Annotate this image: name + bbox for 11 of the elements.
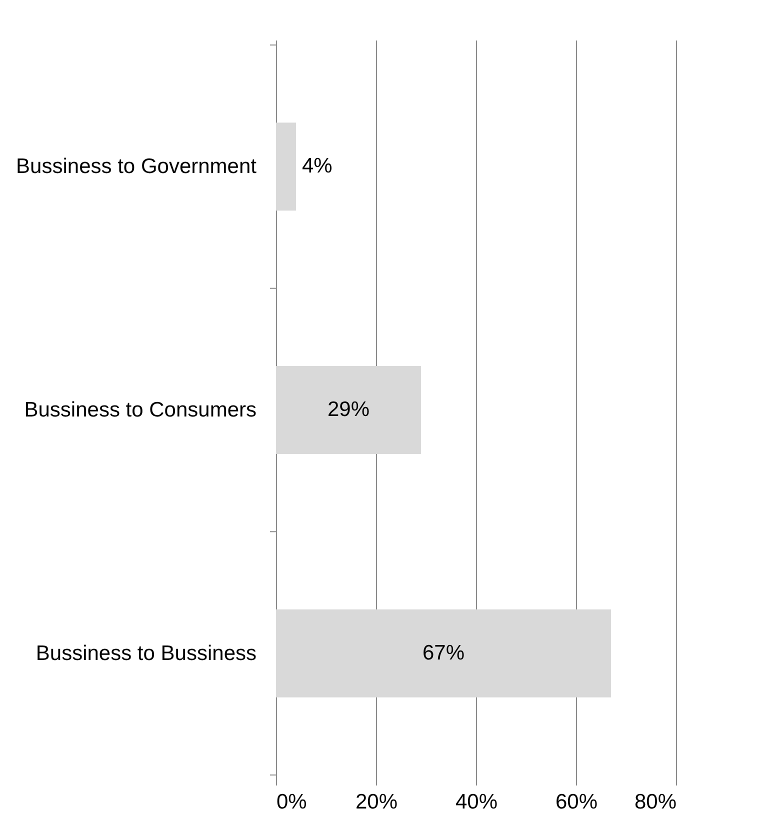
y-tick-label: Bussiness to Bussiness: [36, 642, 256, 665]
x-tick-label: 0%: [276, 790, 307, 814]
data-label: 29%: [327, 398, 370, 421]
x-tick-label: 40%: [455, 790, 498, 814]
y-tick-label: Bussiness to Government: [16, 155, 257, 178]
data-label: 4%: [302, 154, 332, 178]
x-tick-label: 20%: [355, 790, 398, 814]
data-label: 67%: [422, 641, 465, 664]
y-tick-label: Bussiness to Consumers: [24, 398, 256, 422]
x-tick-label: 60%: [555, 790, 598, 814]
x-tick-label: 80%: [634, 790, 676, 814]
